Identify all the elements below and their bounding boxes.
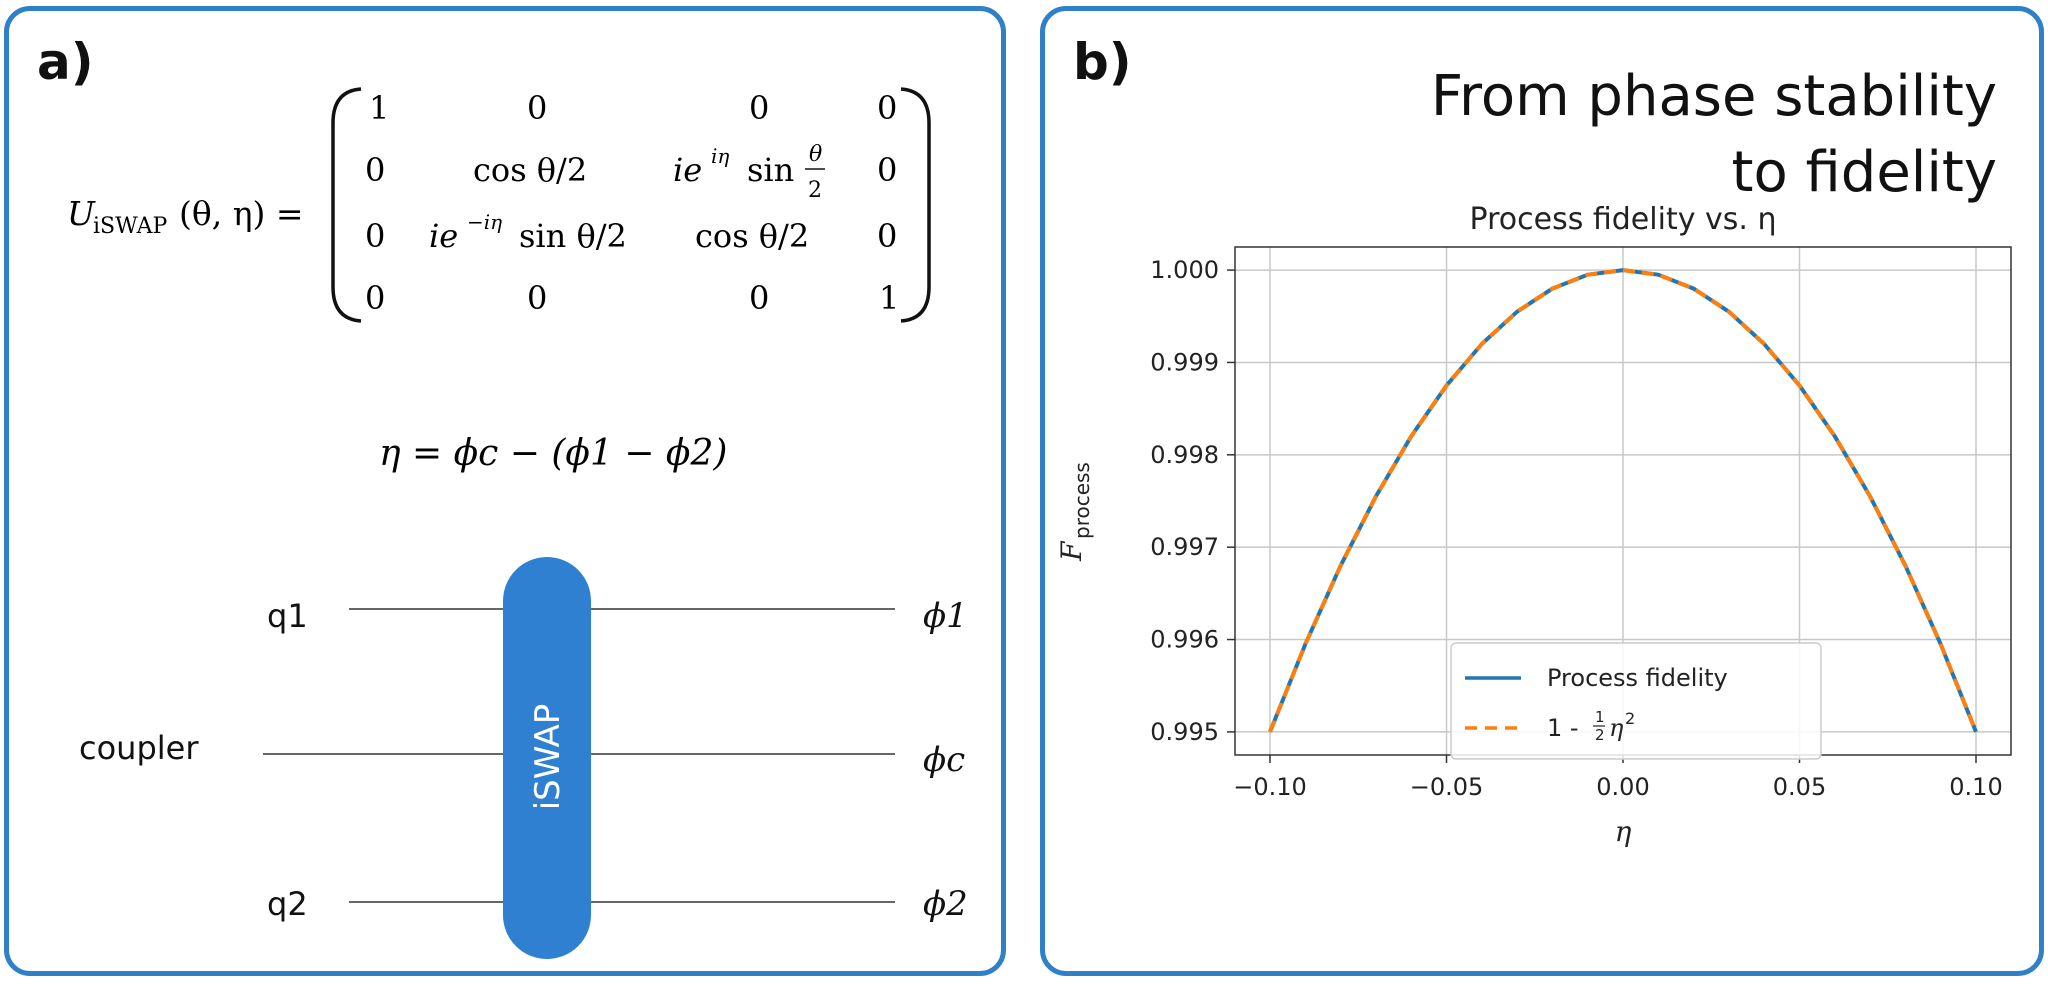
svg-text:sin θ/2: sin θ/2	[519, 217, 627, 255]
unitary-equation: U iSWAP (θ, η) = 1 0 0 0 0 cos θ/2 ie iη…	[67, 87, 931, 323]
y-tick-label: 0.997	[1150, 533, 1219, 561]
matrix-r2c1: 0	[365, 151, 385, 189]
eq-U-args: (θ, η) =	[179, 194, 304, 233]
svg-text:2: 2	[1595, 726, 1605, 744]
svg-text:2: 2	[808, 178, 822, 203]
x-tick-label: −0.05	[1410, 773, 1484, 801]
x-tick-label: −0.10	[1233, 773, 1307, 801]
matrix-r1c1: 1	[369, 89, 389, 127]
legend-label-process-fidelity: Process fidelity	[1547, 664, 1728, 692]
y-tick-label: 0.995	[1150, 718, 1219, 746]
legend-box	[1450, 642, 1822, 760]
phase-label-phi2: ϕ2	[923, 884, 968, 924]
panel-b: b) From phase stability to fidelity −0.1…	[1040, 6, 2044, 976]
matrix-r1c4: 0	[877, 89, 897, 127]
x-tick-label: 0.00	[1596, 773, 1649, 801]
wire-label-q1: q1	[267, 597, 308, 635]
matrix-left-paren	[331, 87, 362, 323]
matrix-r1c3: 0	[749, 89, 769, 127]
x-tick-label: 0.10	[1949, 773, 2002, 801]
matrix-r3c2: ie −iη sin θ/2	[429, 210, 627, 255]
eq-U-subscript: iSWAP	[93, 214, 168, 239]
legend-label-approximation: 1 - 1 2 η 2	[1547, 708, 1635, 744]
svg-text:−iη: −iη	[467, 210, 502, 234]
matrix-r4c1: 0	[365, 279, 385, 317]
wire-label-q2: q2	[267, 885, 308, 923]
svg-text:sin: sin	[747, 151, 794, 189]
wire-label-coupler: coupler	[79, 729, 199, 767]
matrix-r2c2: cos θ/2	[473, 151, 587, 189]
chart-legend: Process fidelity 1 - 1 2 η 2	[1450, 642, 1822, 760]
chart-title: Process fidelity vs. η	[1470, 202, 1777, 237]
svg-text:η: η	[1609, 714, 1624, 742]
panel-b-label: b)	[1073, 33, 1132, 91]
matrix-r4c4: 1	[879, 279, 899, 317]
y-tick-label: 1.000	[1150, 256, 1219, 284]
phase-label-phic: ϕc	[923, 740, 965, 780]
matrix-r1c2: 0	[527, 89, 547, 127]
matrix-r2c3: ie iη sin θ 2	[673, 142, 825, 203]
y-tick-label: 0.998	[1150, 441, 1219, 469]
fidelity-chart: −0.10 −0.05 0.00 0.05 0.10 0.995 0.996 0.997 0.9…	[1055, 202, 2012, 848]
x-tick-label: 0.05	[1773, 773, 1826, 801]
panel-a: a) U iSWAP (θ, η) = 1 0 0 0 0 cos θ/2 ie…	[4, 6, 1006, 976]
matrix-r3c3: cos θ/2	[695, 217, 809, 255]
panel-a-canvas: U iSWAP (θ, η) = 1 0 0 0 0 cos θ/2 ie iη…	[67, 87, 968, 959]
eta-equation: η = ϕc − (ϕ1 − ϕ2)	[379, 433, 727, 474]
matrix-r3c4: 0	[877, 217, 897, 255]
series-approximation	[1268, 268, 1978, 733]
eq-U: U	[67, 194, 96, 233]
chart-ylabel: F process	[1055, 462, 1094, 562]
matrix-right-paren	[900, 87, 931, 323]
svg-text:1: 1	[1595, 708, 1605, 726]
matrix-r4c2: 0	[527, 279, 547, 317]
svg-text:iη: iη	[711, 144, 729, 168]
svg-text:ie: ie	[429, 217, 458, 255]
svg-text:ie: ie	[673, 151, 702, 189]
headline-line-2: to fidelity	[1731, 140, 1997, 205]
phase-label-phi1: ϕ1	[923, 596, 968, 636]
svg-text:2: 2	[1625, 709, 1635, 728]
matrix-r3c1: 0	[365, 217, 385, 255]
iswap-gate-label: iSWAP	[528, 704, 568, 811]
headline-line-1: From phase stability	[1430, 64, 1997, 129]
svg-text:1 -: 1 -	[1547, 714, 1579, 742]
matrix-r2c4: 0	[877, 151, 897, 189]
chart-xlabel: η	[1615, 815, 1632, 848]
matrix-r4c3: 0	[749, 279, 769, 317]
y-tick-label: 0.999	[1150, 348, 1219, 376]
chart-series	[1268, 268, 1978, 733]
circuit-diagram: iSWAP q1 coupler q2 ϕ1 ϕc ϕ2	[79, 557, 968, 959]
iswap-gate	[503, 557, 591, 959]
svg-text:process: process	[1070, 462, 1094, 539]
svg-text:θ: θ	[809, 142, 822, 167]
y-tick-label: 0.996	[1150, 626, 1219, 654]
headline: From phase stability to fidelity	[1431, 59, 1997, 211]
chart-ticks: −0.10 −0.05 0.00 0.05 0.10 0.995 0.996 0.997 0.9…	[1150, 256, 2002, 801]
panel-a-label: a)	[37, 33, 94, 91]
svg-text:F: F	[1055, 540, 1088, 562]
